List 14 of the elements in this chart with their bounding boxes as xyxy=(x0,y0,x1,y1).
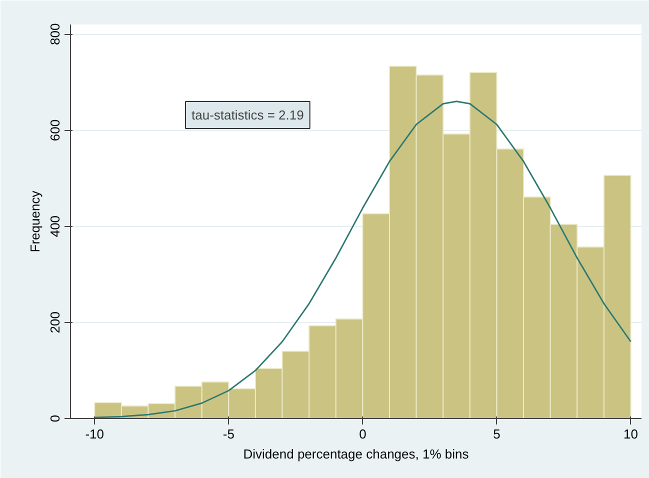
x-axis-title: Dividend percentage changes, 1% bins xyxy=(243,446,470,462)
x-tick-label: 5 xyxy=(493,426,500,442)
x-tick-label: 0 xyxy=(359,426,366,442)
y-tick-label: 0 xyxy=(48,414,62,422)
line-series xyxy=(94,100,632,418)
y-tick-label: 600 xyxy=(48,119,62,142)
y-tick-label: 400 xyxy=(48,215,62,238)
x-tick-label: -10 xyxy=(85,426,104,442)
x-tick-label: -5 xyxy=(222,426,234,442)
x-tick-label: 10 xyxy=(624,426,638,442)
annotation: tau-statistics = 2.19 xyxy=(192,108,304,122)
y-axis-title: Frequency xyxy=(28,190,42,252)
y-tick-label: 200 xyxy=(48,312,62,334)
y-tick-label: 800 xyxy=(48,23,62,45)
